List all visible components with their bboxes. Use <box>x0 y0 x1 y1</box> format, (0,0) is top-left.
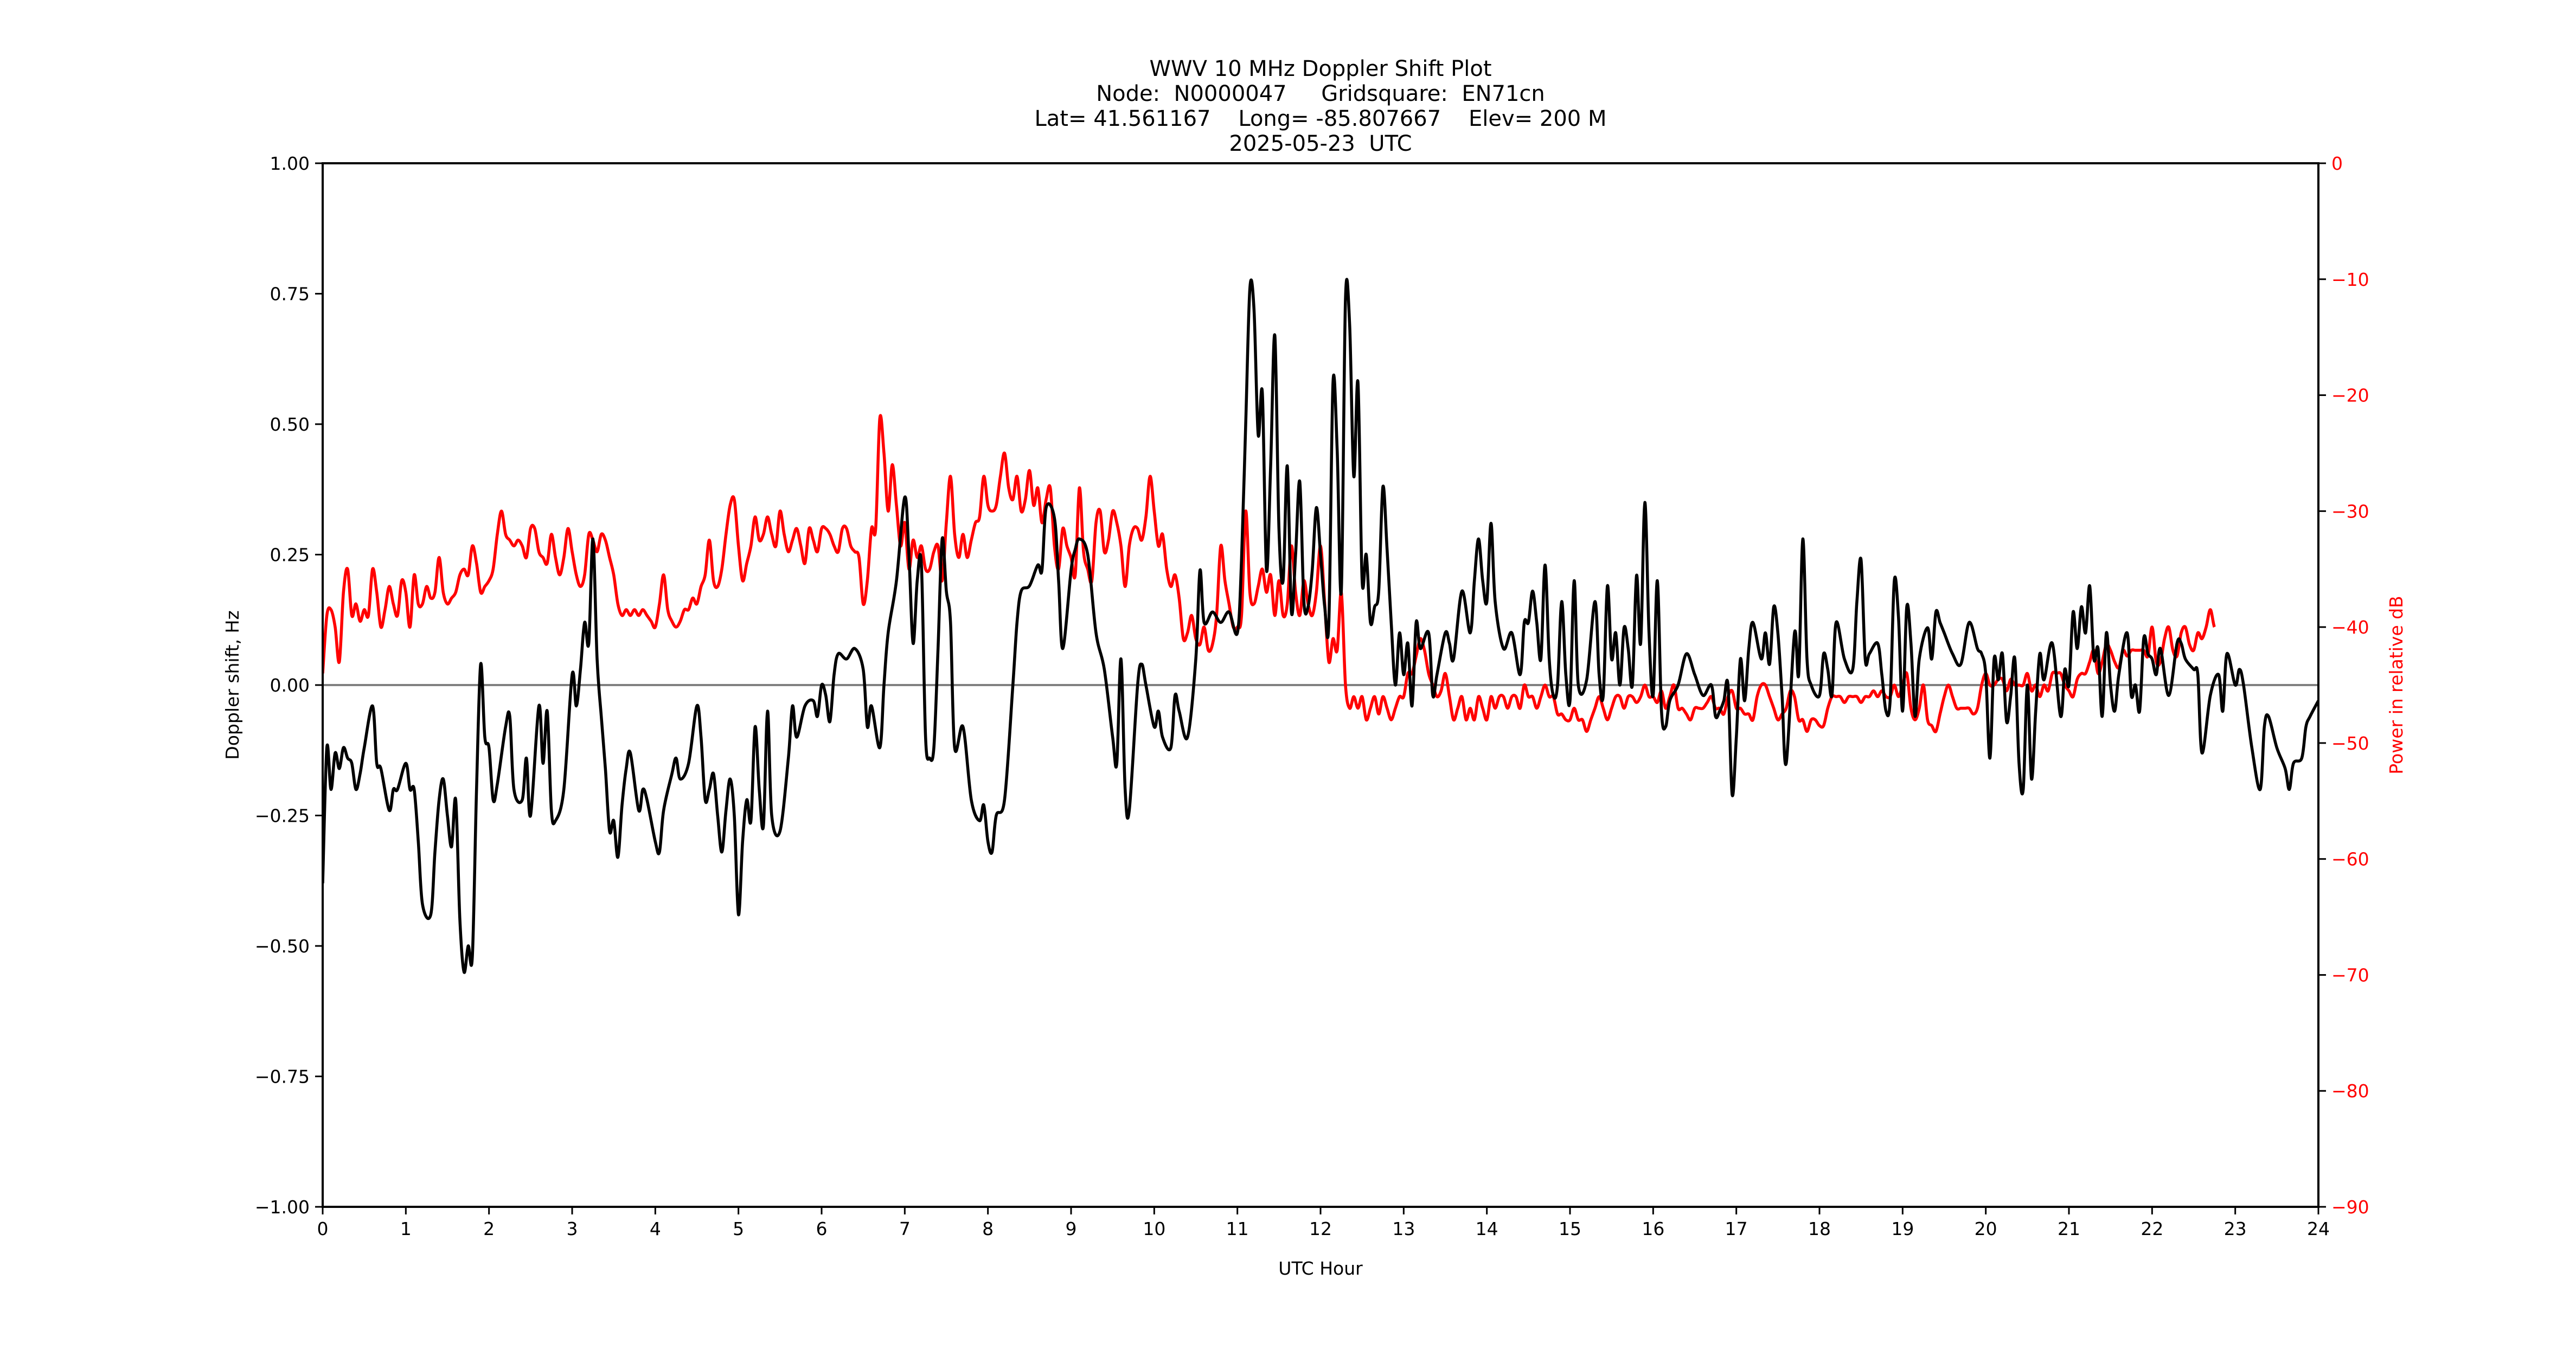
y-tick-label: 1.00 <box>270 153 310 174</box>
y-right-tick-label: −80 <box>2331 1080 2369 1102</box>
x-tick-label: 0 <box>317 1218 329 1239</box>
x-tick-label: 4 <box>650 1218 661 1239</box>
chart-subtitle-location: Lat= 41.561167 Long= -85.807667 Elev= 20… <box>1035 106 1607 131</box>
x-tick-label: 10 <box>1143 1218 1165 1239</box>
y-tick-label: 0.00 <box>270 675 310 696</box>
chart-title-block: WWV 10 MHz Doppler Shift Plot Node: N000… <box>1035 56 1607 156</box>
y-tick-label: 0.75 <box>270 284 310 305</box>
y-axis-label-left: Doppler shift, Hz <box>222 610 243 759</box>
y-tick-label: 0.50 <box>270 414 310 435</box>
x-tick-label: 13 <box>1392 1218 1415 1239</box>
x-tick-label: 7 <box>899 1218 911 1239</box>
x-tick-label: 15 <box>1559 1218 1581 1239</box>
chart-subtitle-node: Node: N0000047 Gridsquare: EN71cn <box>1096 81 1545 106</box>
x-tick-label: 2 <box>483 1218 495 1239</box>
x-tick-label: 3 <box>567 1218 578 1239</box>
x-tick-label: 16 <box>1642 1218 1664 1239</box>
x-tick-label: 14 <box>1476 1218 1498 1239</box>
x-tick-label: 21 <box>2058 1218 2080 1239</box>
x-tick-label: 20 <box>1975 1218 1997 1239</box>
y-right-tick-label: −60 <box>2331 849 2369 870</box>
x-tick-label: 17 <box>1725 1218 1748 1239</box>
y-right-tick-label: −30 <box>2331 501 2369 522</box>
y-right-tick-label: −10 <box>2331 269 2369 290</box>
chart-title: WWV 10 MHz Doppler Shift Plot <box>1149 56 1491 81</box>
y-tick-label: 0.25 <box>270 545 310 566</box>
x-tick-label: 9 <box>1066 1218 1077 1239</box>
y-tick-label: −0.50 <box>255 936 310 957</box>
x-tick-label: 18 <box>1808 1218 1831 1239</box>
y-right-tick-label: −40 <box>2331 617 2369 638</box>
y-right-tick-label: −50 <box>2331 733 2369 754</box>
x-tick-label: 23 <box>2224 1218 2247 1239</box>
x-tick-label: 22 <box>2141 1218 2163 1239</box>
y-right-tick-label: 0 <box>2331 153 2343 174</box>
y-tick-label: −0.25 <box>255 805 310 827</box>
y-right-tick-label: −90 <box>2331 1197 2369 1218</box>
y-axis-ticks-right: 0 −10 −20 −30 −40 −50 −60 −70 −80 −90 <box>2318 153 2369 1218</box>
chart-subtitle-date: 2025-05-23 UTC <box>1229 131 1412 156</box>
x-tick-label: 12 <box>1309 1218 1332 1239</box>
x-tick-label: 19 <box>1891 1218 1914 1239</box>
x-tick-label: 6 <box>816 1218 828 1239</box>
y-right-tick-label: −20 <box>2331 385 2369 406</box>
x-tick-label: 8 <box>982 1218 994 1239</box>
y-tick-label: −1.00 <box>255 1197 310 1218</box>
y-axis-ticks-left: 1.00 0.75 0.50 0.25 0.00 −0.25 −0.50 −0.75 −1.00 <box>255 153 323 1218</box>
x-tick-label: 1 <box>400 1218 412 1239</box>
doppler-series-line <box>323 278 2318 974</box>
x-tick-label: 24 <box>2307 1218 2330 1239</box>
x-axis-label: UTC Hour <box>1278 1258 1363 1279</box>
y-tick-label: −0.75 <box>255 1066 310 1088</box>
x-tick-label: 11 <box>1226 1218 1249 1239</box>
x-axis-ticks: 0 1 2 3 4 5 6 7 8 9 10 11 12 13 14 15 16 17 18 19 20 21 22 23 24 <box>317 1207 2330 1239</box>
y-axis-label-right: Power in relative dB <box>2386 596 2407 774</box>
y-right-tick-label: −70 <box>2331 964 2369 986</box>
x-tick-label: 5 <box>733 1218 744 1239</box>
